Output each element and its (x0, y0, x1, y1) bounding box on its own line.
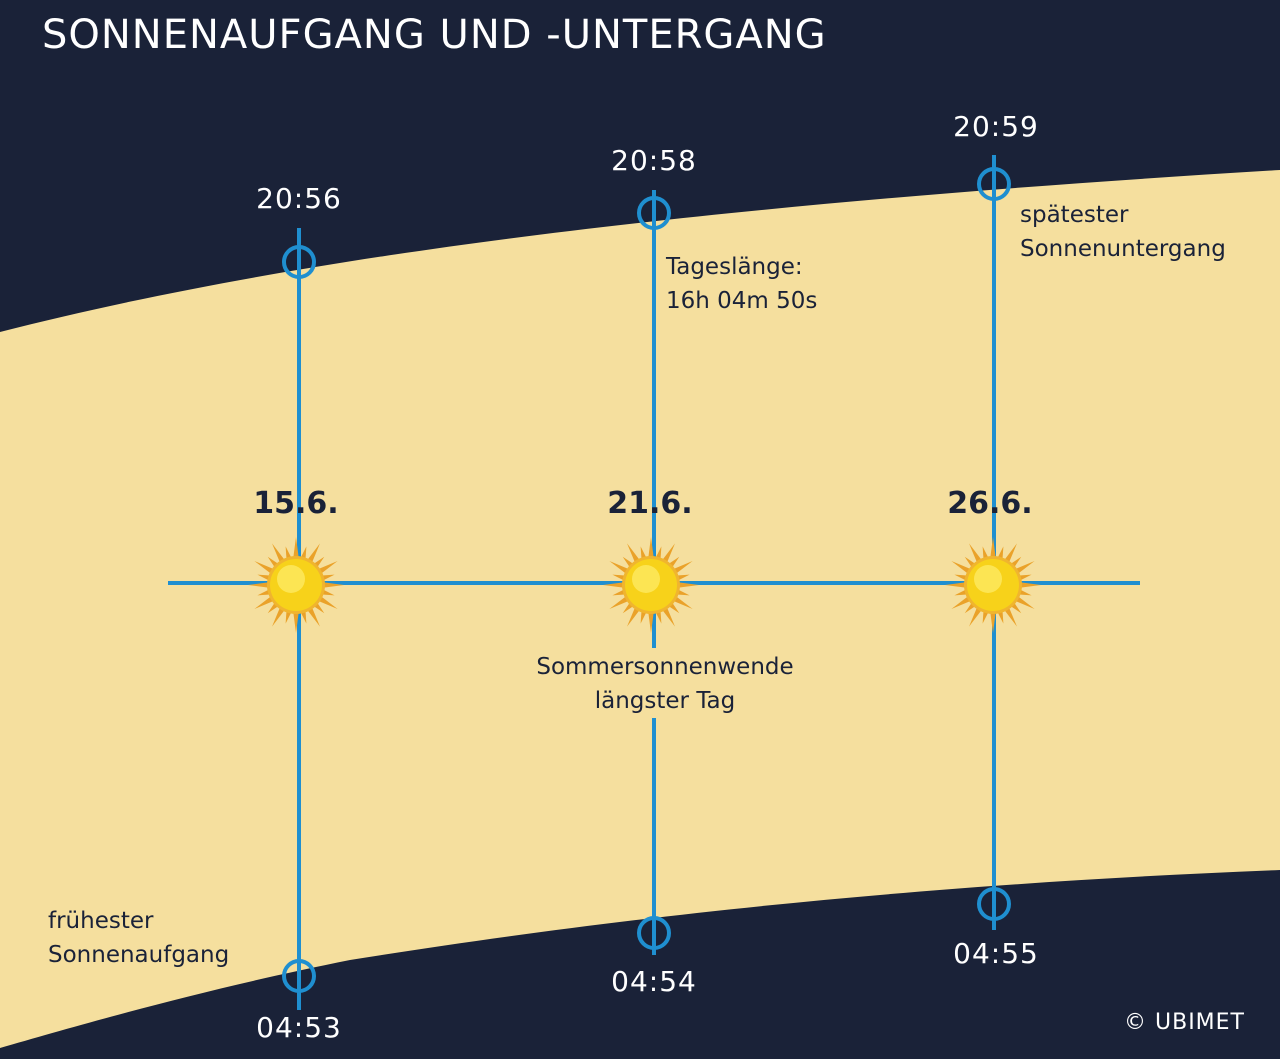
day-3-sunset-marker (977, 167, 1011, 201)
sun-ray (317, 595, 338, 609)
day-3-sunset-time: 20:59 (953, 110, 1039, 143)
sun-ray (990, 610, 996, 633)
sun-ray (306, 606, 320, 627)
day-3-sun-icon (945, 537, 1041, 633)
sun-ray (672, 561, 693, 575)
day-length-value: 16h 04m 50s (666, 288, 818, 314)
sun-ray (1014, 561, 1035, 575)
day-1-sunset-time: 20:56 (256, 182, 342, 215)
earliest-sunrise-line1: frühester (48, 908, 154, 934)
sun-ray (1003, 543, 1017, 564)
sun-ray (1018, 582, 1041, 588)
sun-ray (272, 543, 286, 564)
sun-ray (293, 537, 299, 560)
day-2-sunset-marker (637, 196, 671, 230)
day-2-sunset-time: 20:58 (611, 144, 697, 177)
solstice-line2: längster Tag (594, 688, 736, 714)
sun-ray (661, 543, 675, 564)
sun-ray (676, 582, 699, 588)
earliest-sunrise-line2: Sonnenaufgang (48, 942, 230, 968)
sun-ray (272, 606, 286, 627)
sun-ray (990, 537, 996, 560)
solstice-note: Sommersonnenwende längster Tag (536, 650, 793, 718)
sun-ray (969, 543, 983, 564)
sun-ray (951, 595, 972, 609)
sun-highlight (632, 565, 660, 593)
sun-ray (951, 561, 972, 575)
day-1-sun-icon (248, 537, 344, 633)
sun-ray (627, 543, 641, 564)
day-1-date: 15.6. (253, 486, 339, 521)
sun-ray (248, 582, 271, 588)
day-2-sunrise-marker (637, 916, 671, 950)
day-3-sunrise-time: 04:55 (953, 937, 1039, 970)
day-3-sunrise-marker (977, 887, 1011, 921)
sun-ray (321, 582, 344, 588)
day-1-sunset-marker (282, 245, 316, 279)
sun-ray (1003, 606, 1017, 627)
sun-ray (609, 595, 630, 609)
page-title: SONNENAUFGANG UND -UNTERGANG (42, 12, 827, 58)
sun-ray (254, 595, 275, 609)
sun-ray (603, 582, 626, 588)
sun-ray (648, 610, 654, 633)
solstice-line1: Sommersonnenwende (536, 654, 794, 680)
day-length-note: Tageslänge: 16h 04m 50s (666, 250, 817, 318)
sun-ray (648, 537, 654, 560)
day-2-date: 21.6. (607, 486, 693, 521)
day-1-sunrise-marker (282, 959, 316, 993)
sun-ray (317, 561, 338, 575)
day-3-date: 26.6. (947, 486, 1033, 521)
latest-sunset-note: spätester Sonnenuntergang (1020, 198, 1226, 266)
sun-highlight (277, 565, 305, 593)
latest-sunset-line1: spätester (1020, 202, 1129, 228)
day-2-sun-icon (603, 537, 699, 633)
copyright-notice: © UBIMET (1124, 1010, 1245, 1035)
sun-ray (254, 561, 275, 575)
day-2-sunrise-time: 04:54 (611, 965, 697, 998)
sun-ray (672, 595, 693, 609)
sun-ray (1014, 595, 1035, 609)
day-length-label: Tageslänge: (666, 254, 803, 280)
sun-ray (306, 543, 320, 564)
earliest-sunrise-note: frühester Sonnenaufgang (48, 904, 229, 972)
latest-sunset-line2: Sonnenuntergang (1020, 236, 1226, 262)
sun-highlight (974, 565, 1002, 593)
day-1-sunrise-time: 04:53 (256, 1011, 342, 1044)
sun-ray (945, 582, 968, 588)
sun-ray (969, 606, 983, 627)
sun-ray (661, 606, 675, 627)
sun-ray (627, 606, 641, 627)
sun-ray (293, 610, 299, 633)
sun-ray (609, 561, 630, 575)
